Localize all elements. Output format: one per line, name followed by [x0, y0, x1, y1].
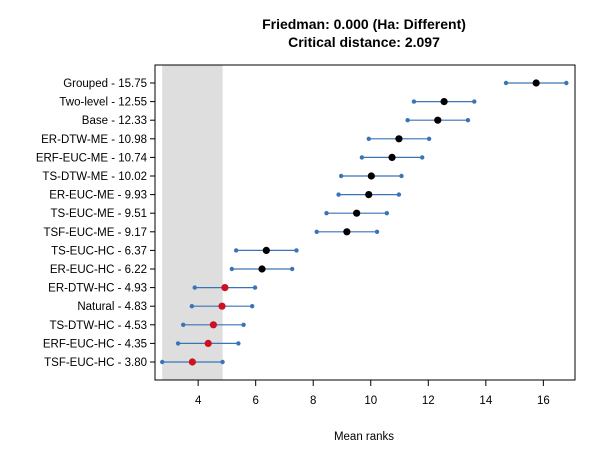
method-label: Two-level - 12.55	[59, 97, 147, 109]
interval-end-point	[564, 80, 569, 86]
mean-rank-point	[440, 98, 448, 106]
mean-rank-point	[365, 191, 373, 199]
interval-start-point	[233, 248, 239, 253]
method-label: ER-EUC-ME - 9.93	[49, 190, 147, 202]
interval-end-point	[220, 359, 225, 365]
mean-rank-point	[434, 116, 442, 124]
interval-start-point	[181, 322, 186, 327]
x-tick-label: 8	[310, 395, 316, 407]
x-tick-label: 12	[422, 395, 435, 407]
plot-frame	[154, 64, 576, 381]
x-tick-label: 10	[364, 395, 377, 407]
interval-start-point	[366, 136, 371, 141]
method-label: TSF-EUC-ME - 9.17	[43, 227, 147, 239]
chart-title-line-1: Friedman: 0.000 (Ha: Different)	[262, 16, 466, 32]
interval-start-point	[338, 173, 344, 179]
x-tick-label: 16	[537, 395, 550, 407]
mean-rank-point	[532, 79, 540, 87]
mean-rank-point	[395, 135, 403, 143]
mean-rank-point	[388, 153, 396, 161]
interval-end-point	[236, 341, 241, 346]
mean-rank-point-best	[209, 321, 217, 329]
method-label: ER-EUC-HC - 6.22	[50, 264, 147, 276]
plot-area: Grouped - 15.75 Two-level - 12.55 Base - 1…	[36, 64, 576, 407]
method-label: TS-DTW-ME - 10.02	[42, 171, 147, 183]
interval-start-point	[503, 80, 509, 86]
x-axis-label: Mean ranks	[334, 431, 394, 443]
interval-start-point	[229, 266, 235, 272]
interval-end-point	[465, 118, 471, 123]
method-label: ER-DTW-HC - 4.93	[48, 283, 147, 295]
interval-end-point	[241, 322, 246, 327]
interval-end-point	[426, 136, 432, 141]
method-label: ER-DTW-ME - 10.98	[41, 134, 147, 146]
interval-start-point	[405, 118, 410, 123]
interval-end-point	[472, 99, 477, 104]
mean-rank-point	[343, 228, 351, 236]
mean-rank-point-best	[188, 358, 196, 366]
method-label: Natural - 4.83	[77, 301, 147, 313]
mean-rank-point	[367, 172, 375, 180]
mean-rank-point	[353, 209, 361, 217]
interval-end-point	[252, 285, 258, 290]
interval-start-point	[359, 155, 365, 160]
interval-start-point	[411, 99, 417, 104]
interval-start-point	[175, 341, 181, 346]
x-tick-label: 6	[252, 395, 258, 407]
method-label: TS-EUC-ME - 9.51	[51, 208, 148, 220]
critical-distance-region	[162, 65, 223, 380]
method-label: TS-EUC-HC - 6.37	[51, 245, 147, 257]
interval-start-point	[160, 359, 165, 365]
interval-start-point	[324, 211, 329, 216]
chart-title-line-2: Critical distance: 2.097	[288, 34, 440, 50]
method-label: TSF-EUC-HC - 3.80	[44, 357, 147, 369]
method-label: Grouped - 15.75	[63, 78, 147, 90]
mean-rank-point-best	[204, 339, 212, 347]
mean-rank-point-best	[221, 284, 229, 292]
interval-end-point	[399, 173, 404, 179]
interval-start-point	[192, 285, 197, 290]
mean-rank-point-best	[218, 302, 226, 310]
interval-end-point	[294, 248, 299, 253]
mean-rank-point	[262, 246, 270, 254]
x-tick-label: 14	[479, 395, 492, 407]
method-label: ERF-EUC-HC - 4.35	[43, 338, 147, 350]
interval-end-point	[384, 211, 390, 216]
interval-end-point	[420, 155, 425, 160]
method-label: TS-DTW-HC - 4.53	[49, 320, 147, 332]
interval-end-point	[249, 304, 255, 309]
method-label: Base - 12.33	[82, 115, 147, 127]
mean-rank-point	[258, 265, 266, 273]
interval-start-point	[314, 229, 319, 234]
method-label: ERF-EUC-ME - 10.74	[36, 152, 148, 164]
interval-end-point	[374, 229, 380, 234]
x-tick-label: 4	[195, 395, 202, 407]
interval-end-point	[289, 266, 295, 272]
interval-start-point	[189, 304, 195, 309]
interval-end-point	[396, 192, 402, 197]
interval-start-point	[336, 192, 341, 197]
